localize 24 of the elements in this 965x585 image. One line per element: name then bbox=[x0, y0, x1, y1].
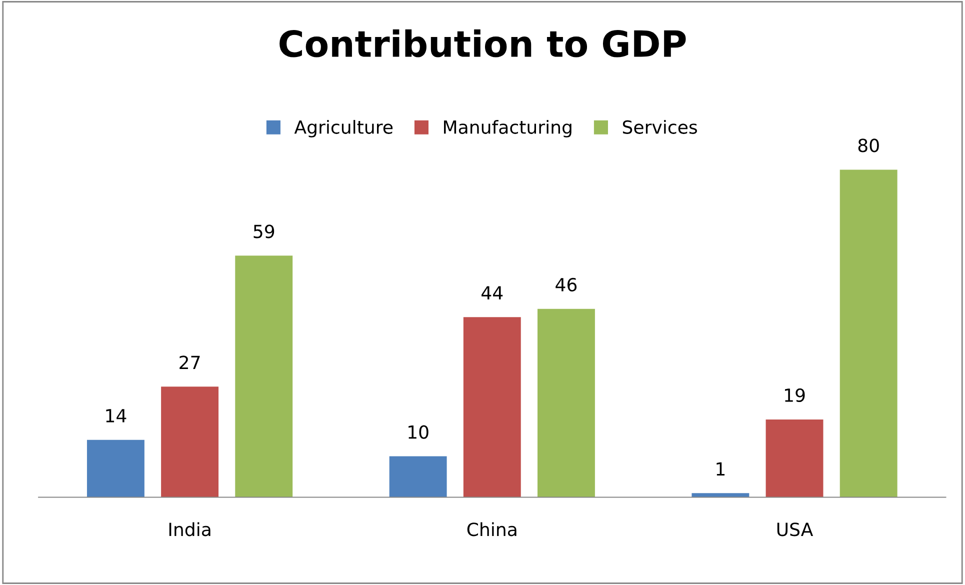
bar bbox=[161, 386, 219, 498]
bar bbox=[389, 456, 447, 498]
data-label: 14 bbox=[106, 409, 126, 422]
bar bbox=[766, 419, 824, 498]
bar bbox=[235, 256, 293, 498]
bar bbox=[840, 170, 898, 498]
data-label: 44 bbox=[482, 286, 503, 300]
bar bbox=[86, 440, 144, 498]
data-label: 19 bbox=[785, 388, 805, 402]
data-label: 27 bbox=[180, 356, 200, 370]
data-label: 46 bbox=[556, 278, 577, 292]
data-label: 80 bbox=[858, 138, 879, 152]
legend-label: Manufacturing bbox=[444, 120, 572, 138]
data-label: 10 bbox=[408, 425, 428, 439]
legend-label: Agriculture bbox=[294, 120, 393, 138]
data-label: 1 bbox=[716, 462, 725, 476]
chart-title: Contribution to GDP bbox=[280, 29, 686, 58]
data-label: 59 bbox=[254, 224, 274, 238]
bar bbox=[463, 317, 521, 498]
legend-label: Services bbox=[622, 120, 697, 134]
x-tick-label: China bbox=[467, 522, 516, 536]
x-tick-label: India bbox=[169, 522, 210, 536]
bar bbox=[538, 308, 595, 498]
x-tick-label: USA bbox=[777, 522, 814, 536]
